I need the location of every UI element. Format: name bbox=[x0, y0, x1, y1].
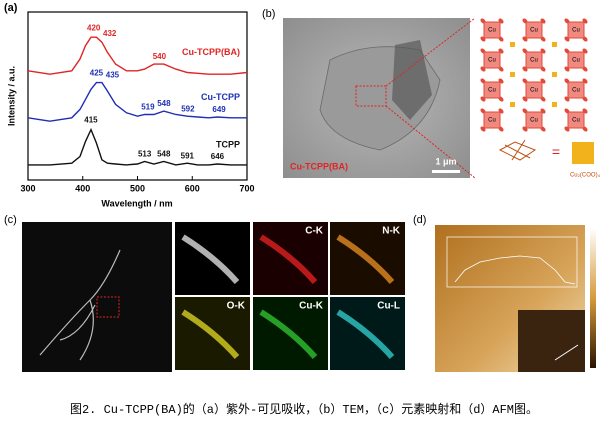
x-tick-label: 600 bbox=[185, 183, 200, 193]
peak-label: 435 bbox=[106, 71, 120, 80]
equals: = bbox=[552, 144, 560, 160]
node-label: Cu bbox=[530, 88, 538, 94]
cu-node bbox=[552, 72, 557, 77]
scale-label: 1 μm bbox=[435, 156, 456, 166]
panel-label: (b) bbox=[262, 8, 275, 20]
spectrum-line bbox=[27, 36, 248, 75]
map-label: Cu-K bbox=[299, 301, 324, 312]
peak-label: 548 bbox=[157, 99, 171, 108]
peak-label: 592 bbox=[181, 104, 195, 113]
y-axis-label: Intensity / a.u. bbox=[6, 66, 16, 126]
porphyrin bbox=[525, 81, 543, 99]
peak-label: 432 bbox=[103, 29, 117, 38]
node-label: Cu bbox=[530, 28, 538, 34]
map-signal bbox=[259, 234, 318, 284]
map-label: O-K bbox=[227, 301, 246, 312]
zoom-box bbox=[355, 85, 387, 107]
x-tick-label: 300 bbox=[20, 183, 35, 193]
peak-label: 425 bbox=[90, 69, 104, 78]
cu-node bbox=[510, 102, 515, 107]
profile-box bbox=[446, 236, 578, 288]
cu-node bbox=[510, 42, 515, 47]
porphyrin bbox=[483, 81, 501, 99]
sample-label: Cu-TCPP(BA) bbox=[290, 161, 348, 171]
porphyrin bbox=[525, 51, 543, 69]
node-label: Cu bbox=[572, 88, 580, 94]
zoom-line bbox=[385, 17, 476, 87]
cu-node bbox=[510, 72, 515, 77]
scale-bar bbox=[432, 170, 460, 173]
x-tick-label: 700 bbox=[239, 183, 254, 193]
peak-label: 649 bbox=[212, 105, 226, 114]
map-label: N-K bbox=[382, 226, 401, 237]
node-label: Cu bbox=[488, 58, 496, 64]
node-label: Cu bbox=[488, 88, 496, 94]
porphyrin bbox=[567, 21, 585, 39]
unit-structure bbox=[498, 139, 537, 161]
node-label: Cu bbox=[572, 58, 580, 64]
framework: Cu Cu Cu Cu Cu Cu Cu Cu Cu Cu Cu Cu bbox=[480, 18, 588, 132]
porphyrin bbox=[525, 21, 543, 39]
legend-label: Cu-TCPP(BA) bbox=[182, 47, 240, 57]
peak-label: 420 bbox=[87, 23, 101, 32]
cu-node bbox=[552, 42, 557, 47]
peak-label: 591 bbox=[181, 151, 195, 160]
height-profile bbox=[454, 255, 576, 285]
legend-label: Cu-TCPP bbox=[201, 92, 240, 102]
node-label: Cu bbox=[488, 28, 496, 34]
unit-square bbox=[572, 142, 594, 164]
scan-line bbox=[554, 344, 579, 361]
unit-label: Cu₂(COO)₄ bbox=[570, 173, 601, 179]
panel-label: (c) bbox=[4, 214, 17, 226]
map-label: C-K bbox=[305, 226, 324, 237]
zoom-line bbox=[385, 105, 476, 179]
porphyrin bbox=[567, 111, 585, 129]
legend-label: TCPP bbox=[216, 139, 240, 149]
porphyrin bbox=[525, 111, 543, 129]
peak-label: 540 bbox=[153, 52, 167, 61]
caption: 图2. Cu-TCPP(BA)的（a）紫外-可见吸收，（b）TEM，（c）元素映… bbox=[70, 401, 538, 417]
porphyrin bbox=[483, 51, 501, 69]
porphyrin bbox=[483, 111, 501, 129]
panel-d: (d) bbox=[413, 214, 596, 372]
map-signal bbox=[181, 234, 240, 284]
x-tick-label: 400 bbox=[75, 183, 90, 193]
zoom-box bbox=[96, 296, 120, 318]
spectrum-line bbox=[28, 127, 247, 166]
color-bar bbox=[590, 228, 596, 368]
node-label: Cu bbox=[530, 118, 538, 124]
flake bbox=[39, 249, 121, 361]
node-label: Cu bbox=[488, 118, 496, 124]
fold bbox=[392, 40, 432, 120]
porphyrin bbox=[567, 51, 585, 69]
map-signal bbox=[336, 309, 395, 359]
map-signal bbox=[181, 309, 240, 359]
peak-label: 548 bbox=[157, 150, 171, 159]
node-label: Cu bbox=[530, 58, 538, 64]
peak-label: 415 bbox=[84, 116, 98, 125]
node-label: Cu bbox=[572, 28, 580, 34]
map-signal bbox=[259, 309, 318, 359]
map-label: Cu-L bbox=[377, 301, 400, 312]
cu-node bbox=[552, 102, 557, 107]
porphyrin bbox=[483, 21, 501, 39]
panel-a: (a) Wavelength / nm Intensity / a.u. 300… bbox=[4, 2, 255, 208]
node-label: Cu bbox=[572, 118, 580, 124]
panel-label: (a) bbox=[4, 2, 18, 14]
spectrum-line bbox=[27, 81, 247, 122]
porphyrin bbox=[567, 81, 585, 99]
afm-inset bbox=[518, 310, 585, 372]
peak-label: 513 bbox=[138, 150, 152, 159]
peak-label: 519 bbox=[141, 103, 155, 112]
maps: C-K N-K O-K Cu-K Cu-L bbox=[175, 222, 405, 370]
x-tick-label: 500 bbox=[130, 183, 145, 193]
panel-label: (d) bbox=[413, 214, 426, 226]
map-signal bbox=[336, 234, 395, 284]
x-axis-label: Wavelength / nm bbox=[101, 198, 172, 208]
panel-c: (c) C-K N-K O-K Cu-K Cu-L bbox=[4, 214, 405, 372]
peak-label: 646 bbox=[211, 152, 225, 161]
